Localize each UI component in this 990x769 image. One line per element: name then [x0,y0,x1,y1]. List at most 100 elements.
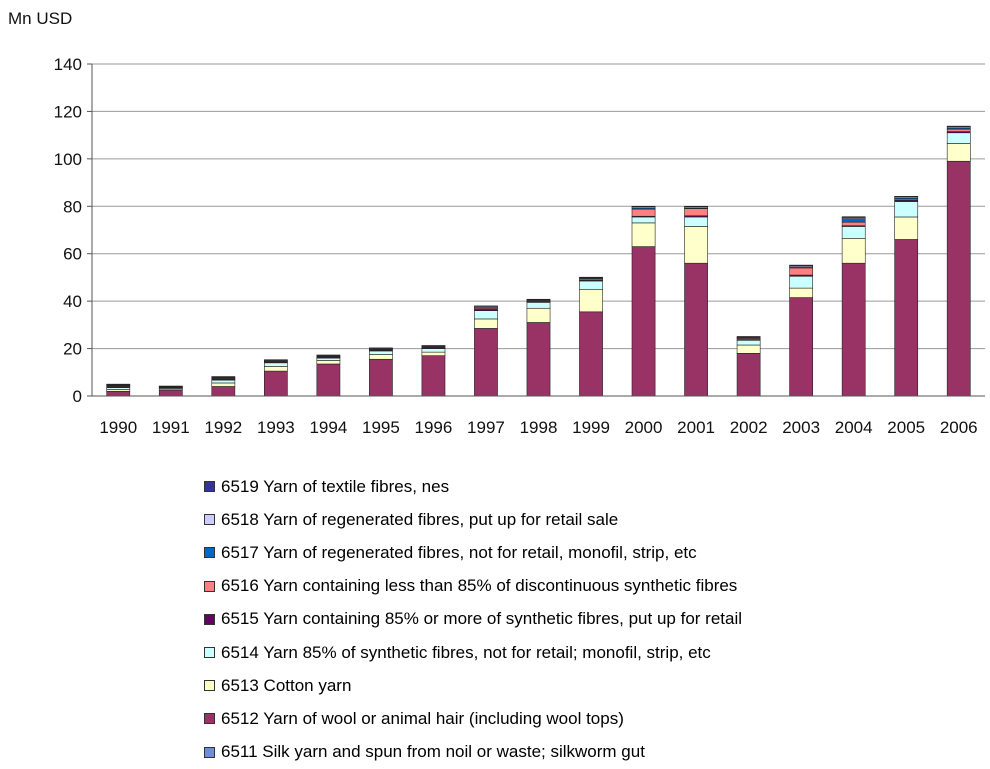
bar-segment-1992-s2 [211,382,236,387]
bar-segment-1994-s3 [316,357,341,361]
bar-segment-1996-s1 [421,355,446,397]
x-tick-label: 1997 [467,418,505,437]
legend-label: 6518 Yarn of regenerated fibres, put up … [221,509,619,529]
legend: 6519 Yarn of textile fibres, nes 6518 Yar… [204,470,742,769]
y-tick-label: 140 [54,55,82,74]
bars [106,125,971,397]
bar-segment-1999-s3 [579,280,603,290]
bar-segment-2002-s2 [736,344,761,354]
legend-item: 6517 Yarn of regenerated fibres, not for… [204,536,742,569]
legend-label: 6513 Cotton yarn [221,675,352,695]
bar-segment-2002-s1 [736,353,761,397]
legend-label: 6512 Yarn of wool or animal hair (includ… [221,708,624,728]
legend-label: 6511 Silk yarn and spun from noil or was… [221,742,645,762]
bar-segment-2003-s3 [789,275,814,289]
legend-swatch [204,514,215,526]
bar-segment-1996-s3 [421,348,446,353]
bar-segment-2001-s3 [684,216,708,227]
legend-item: 6516 Yarn containing less than 85% of di… [204,570,742,603]
bar-segment-2006-s3 [946,132,971,144]
bar-segment-1995-s1 [369,358,393,397]
bar-segment-1999-s2 [579,288,603,313]
x-tick-label: 2001 [677,418,715,437]
y-tick-label: 40 [63,292,82,311]
y-tick-label: 0 [73,387,82,406]
bar-segment-1997-s3 [474,310,498,320]
legend-label: 6514 Yarn 85% of synthetic fibres, not f… [221,642,711,662]
x-tick-label: 1993 [257,418,295,437]
bar-segment-1993-s2 [263,366,288,372]
bar-segment-1999-s1 [579,311,603,397]
bar-segment-2003-s2 [789,287,814,298]
bar-segment-2004-s8 [841,216,866,218]
legend-item: 6518 Yarn of regenerated fibres, put up … [204,503,742,536]
bar-segment-1993-s3 [263,362,288,367]
bar-segment-2001-s2 [684,226,708,264]
legend-swatch [204,647,215,659]
bar-segment-2004-s1 [841,262,866,397]
bar-segment-1995-s3 [369,350,393,355]
bar-segment-2004-s6 [841,218,866,223]
x-tick-label: 1990 [99,418,137,437]
y-tick-label: 100 [54,150,82,169]
legend-item: 6519 Yarn of textile fibres, nes [204,470,742,503]
bar-segment-1994-s1 [316,363,341,397]
bar-segment-1992-s3 [211,379,236,384]
bar-segment-2001-s1 [684,262,708,397]
bar-segment-1997-s2 [474,318,498,329]
x-tick-label: 1994 [309,418,347,437]
bar-segment-2004-s2 [841,238,866,264]
legend-swatch [204,713,215,725]
bar-segment-2002-s3 [736,339,761,346]
legend-item: 6511 Silk yarn and spun from noil or was… [204,736,742,769]
bar-segment-2000-s1 [631,246,656,397]
x-tick-label: 2004 [835,418,873,437]
legend-swatch [204,547,215,559]
legend-item: 6512 Yarn of wool or animal hair (includ… [204,702,742,735]
legend-swatch [204,680,215,692]
legend-item: 6514 Yarn 85% of synthetic fibres, not f… [204,636,742,669]
bar-segment-2006-s5 [946,128,971,132]
bar-segment-2003-s1 [789,297,814,397]
legend-label: 6517 Yarn of regenerated fibres, not for… [221,542,697,562]
bar-segment-2006-s2 [946,143,971,162]
bar-segment-2000-s2 [631,222,656,247]
bar-segment-2006-s8 [946,125,971,128]
stacked-bar-chart: Mn USD 0 20 40 60 80 100 120 140 1990 1991 1992 199… [8,9,985,437]
legend-swatch [204,481,215,493]
legend-swatch [204,613,215,625]
bar-segment-1994-s2 [316,360,341,365]
bar-segment-2000-s5 [631,208,656,217]
axes: 0 20 40 60 80 100 120 140 1990 1991 1992 1993 1994 19… [54,55,985,437]
bar-segment-2005-s2 [894,216,919,240]
bar-segment-1995-s2 [369,354,393,360]
legend-item: 6513 Cotton yarn [204,669,742,702]
y-tick-label: 60 [63,245,82,264]
y-tick-label: 120 [54,102,82,121]
legend-swatch [204,580,215,592]
bar-segment-2003-s5 [789,267,814,276]
x-tick-label: 1991 [152,418,190,437]
x-tick-label: 1996 [415,418,453,437]
bar-segment-2000-s3 [631,216,656,224]
bar-segment-2006-s1 [946,160,971,397]
legend-swatch [204,746,215,758]
bar-segment-2005-s1 [894,239,919,397]
x-tick-label: 2005 [887,418,925,437]
x-tick-label: 1992 [204,418,242,437]
bar-segment-1991-s1 [158,389,183,397]
bar-segment-1990-s1 [106,390,131,397]
bar-segment-2001-s5 [684,208,708,217]
bar-segment-1998-s1 [526,322,551,397]
bar-segment-2004-s3 [841,226,866,239]
bar-segment-1992-s1 [211,386,236,397]
x-tick-label: 2000 [625,418,663,437]
gridlines [92,63,985,350]
y-axis-unit-label: Mn USD [8,9,72,28]
y-tick-label: 20 [63,340,82,359]
bar-segment-1996-s2 [421,351,446,356]
legend-label: 6516 Yarn containing less than 85% of di… [221,576,738,596]
bar-segment-1993-s1 [263,370,288,397]
legend-label: 6515 Yarn containing 85% or more of synt… [221,609,742,629]
x-tick-label: 2002 [730,418,768,437]
